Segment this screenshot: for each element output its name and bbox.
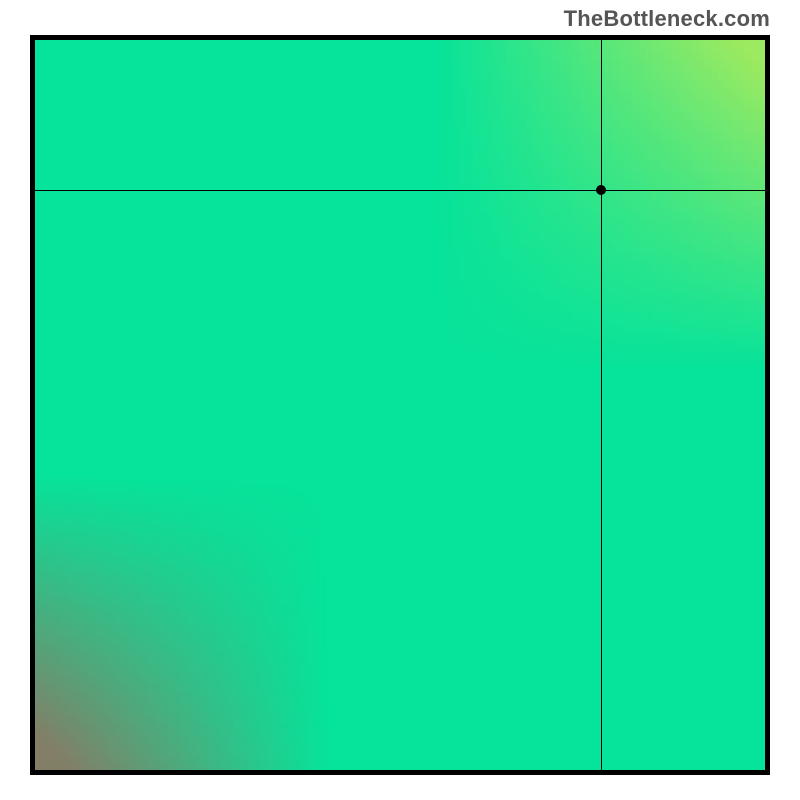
crosshair-vertical: [601, 40, 602, 770]
heatmap-canvas: [35, 40, 765, 770]
watermark-text: TheBottleneck.com: [564, 6, 770, 32]
bottleneck-heatmap: [30, 35, 770, 775]
crosshair-horizontal: [35, 190, 765, 191]
crosshair-marker: [596, 185, 606, 195]
